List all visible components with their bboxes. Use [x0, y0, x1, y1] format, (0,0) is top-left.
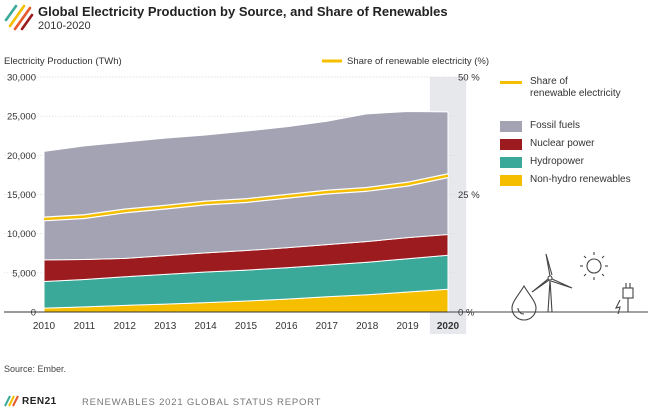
y-tick-label: 20,000: [7, 151, 36, 162]
wind-turbine-icon: [531, 253, 573, 313]
sun-icon: [580, 252, 608, 280]
legend-nuclear-label: Nuclear power: [530, 138, 595, 149]
y-tick-label: 15,000: [7, 190, 36, 201]
legend-share-label: Share of renewable electricity: [530, 76, 621, 99]
area-fossil: [43, 110, 449, 261]
y2-axis-label: Share of renewable electricity (%): [347, 56, 489, 67]
chart-area: 2010 2011 2012 2013 2014 2015 2016 2017 2018 2019…: [4, 56, 489, 334]
energy-illustration: [448, 252, 648, 321]
x-tick-label: 2014: [194, 321, 217, 332]
legend-nonhydro-swatch: [500, 175, 522, 186]
water-drop-icon: [511, 284, 537, 321]
y2-tick-label: 50 %: [458, 73, 480, 84]
y-tick-label: 0: [31, 308, 36, 319]
y-axis-label: Electricity Production (TWh): [4, 56, 122, 67]
share-line: [43, 174, 449, 221]
y2-tick-label: 25 %: [458, 190, 480, 201]
x-tick-label: 2011: [74, 321, 96, 332]
electric-plug-icon: [614, 283, 634, 315]
x-tick-label: 2020: [437, 321, 460, 332]
x-tick-label: 2012: [114, 321, 137, 332]
logo-stripes-icon: [4, 4, 34, 31]
legend-hydro-label: Hydropower: [530, 156, 584, 167]
footer-report-title: RENEWABLES 2021 GLOBAL STATUS REPORT: [82, 397, 322, 408]
source-note: Source: Ember.: [4, 364, 67, 374]
legend-nuclear-swatch: [500, 139, 522, 150]
legend-hydro-swatch: [500, 157, 522, 168]
chart-title: Global Electricity Production by Source,…: [38, 4, 448, 19]
legend-nonhydro-label: Non-hydro renewables: [530, 174, 631, 185]
x-tick-label: 2010: [33, 321, 56, 332]
ren21-logo-icon: [4, 395, 19, 407]
y-tick-label: 25,000: [7, 112, 36, 123]
y-tick-label: 30,000: [7, 73, 36, 84]
legend-fossil-swatch: [500, 121, 522, 132]
x-tick-label: 2018: [356, 321, 379, 332]
legend-share-swatch: [500, 81, 522, 84]
y-tick-label: 10,000: [7, 229, 36, 240]
x-tick-label: 2019: [396, 321, 419, 332]
y-tick-label: 5,000: [12, 268, 36, 279]
legend-fossil-label: Fossil fuels: [530, 120, 581, 131]
footer-brand: REN21: [22, 396, 57, 407]
chart-subtitle: 2010-2020: [38, 20, 91, 32]
y2-tick-label: 0 %: [458, 308, 475, 319]
x-tick-label: 2013: [154, 321, 177, 332]
x-tick-label: 2015: [235, 321, 258, 332]
x-tick-label: 2016: [275, 321, 298, 332]
x-tick-label: 2017: [316, 321, 339, 332]
